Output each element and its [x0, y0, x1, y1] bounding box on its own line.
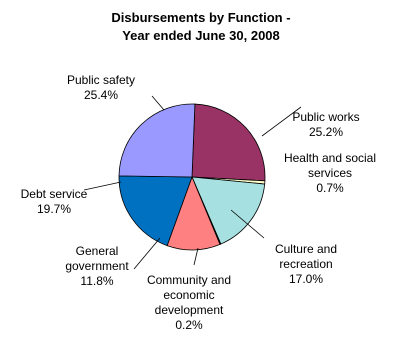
- slice-value-4: 11.8%: [80, 274, 113, 288]
- slice-label-line-1-0: Health and social: [284, 151, 376, 165]
- slice-label-line-4-1: government: [65, 259, 129, 273]
- leader-line-3: [193, 247, 199, 266]
- slice-label-1: Health and social services 0.7%: [284, 151, 376, 195]
- slice-value-2: 17.0%: [289, 272, 323, 286]
- slice-label-line-3-2: development: [155, 303, 224, 317]
- leader-line-5: [83, 181, 122, 191]
- slice-label-line-5-0: Debt service: [21, 187, 88, 201]
- slice-label-line-0-0: Public works: [292, 110, 359, 124]
- leader-line-0: [261, 106, 302, 137]
- slice-label-2: Culture and recreation 17.0%: [275, 242, 337, 286]
- slice-labels: Public works 25.2% Health and social servic…: [21, 73, 376, 332]
- slice-label-line-1-1: services: [308, 166, 352, 180]
- leader-line-2: [230, 209, 265, 239]
- leader-lines: [83, 95, 302, 270]
- slice-label-4: General government 11.8%: [65, 244, 129, 288]
- slice-label-0: Public works 25.2%: [292, 110, 359, 139]
- slice-label-line-4-0: General: [76, 244, 119, 258]
- slice-value-5: 19.7%: [37, 202, 71, 216]
- slice-value-0: 25.2%: [309, 125, 343, 139]
- slice-label-6: Public safety 25.4%: [67, 73, 135, 102]
- slice-label-line-2-1: recreation: [279, 257, 332, 271]
- leader-line-6: [151, 95, 165, 111]
- leader-line-4: [133, 237, 161, 270]
- slice-label-line-3-0: Community and: [147, 273, 231, 287]
- slice-value-3: 0.2%: [175, 318, 203, 332]
- slice-label-line-6-0: Public safety: [67, 73, 135, 87]
- slice-label-3: Community and economic development 0.2%: [147, 273, 231, 332]
- chart-title-line-2: Year ended June 30, 2008: [122, 28, 280, 43]
- slice-label-5: Debt service 19.7%: [21, 187, 88, 216]
- pie-slice-2: [191, 176, 266, 245]
- slice-value-6: 25.4%: [84, 88, 118, 102]
- pie-slice-0: [191, 103, 266, 182]
- chart-title-line-1: Disbursements by Function -: [111, 10, 290, 25]
- slice-label-line-3-1: economic: [163, 288, 214, 302]
- slice-value-1: 0.7%: [316, 181, 344, 195]
- pie-slices: [118, 103, 266, 251]
- pie-slice-5: [118, 175, 193, 247]
- slice-label-line-2-0: Culture and: [275, 242, 337, 256]
- pie-slice-6: [118, 103, 196, 178]
